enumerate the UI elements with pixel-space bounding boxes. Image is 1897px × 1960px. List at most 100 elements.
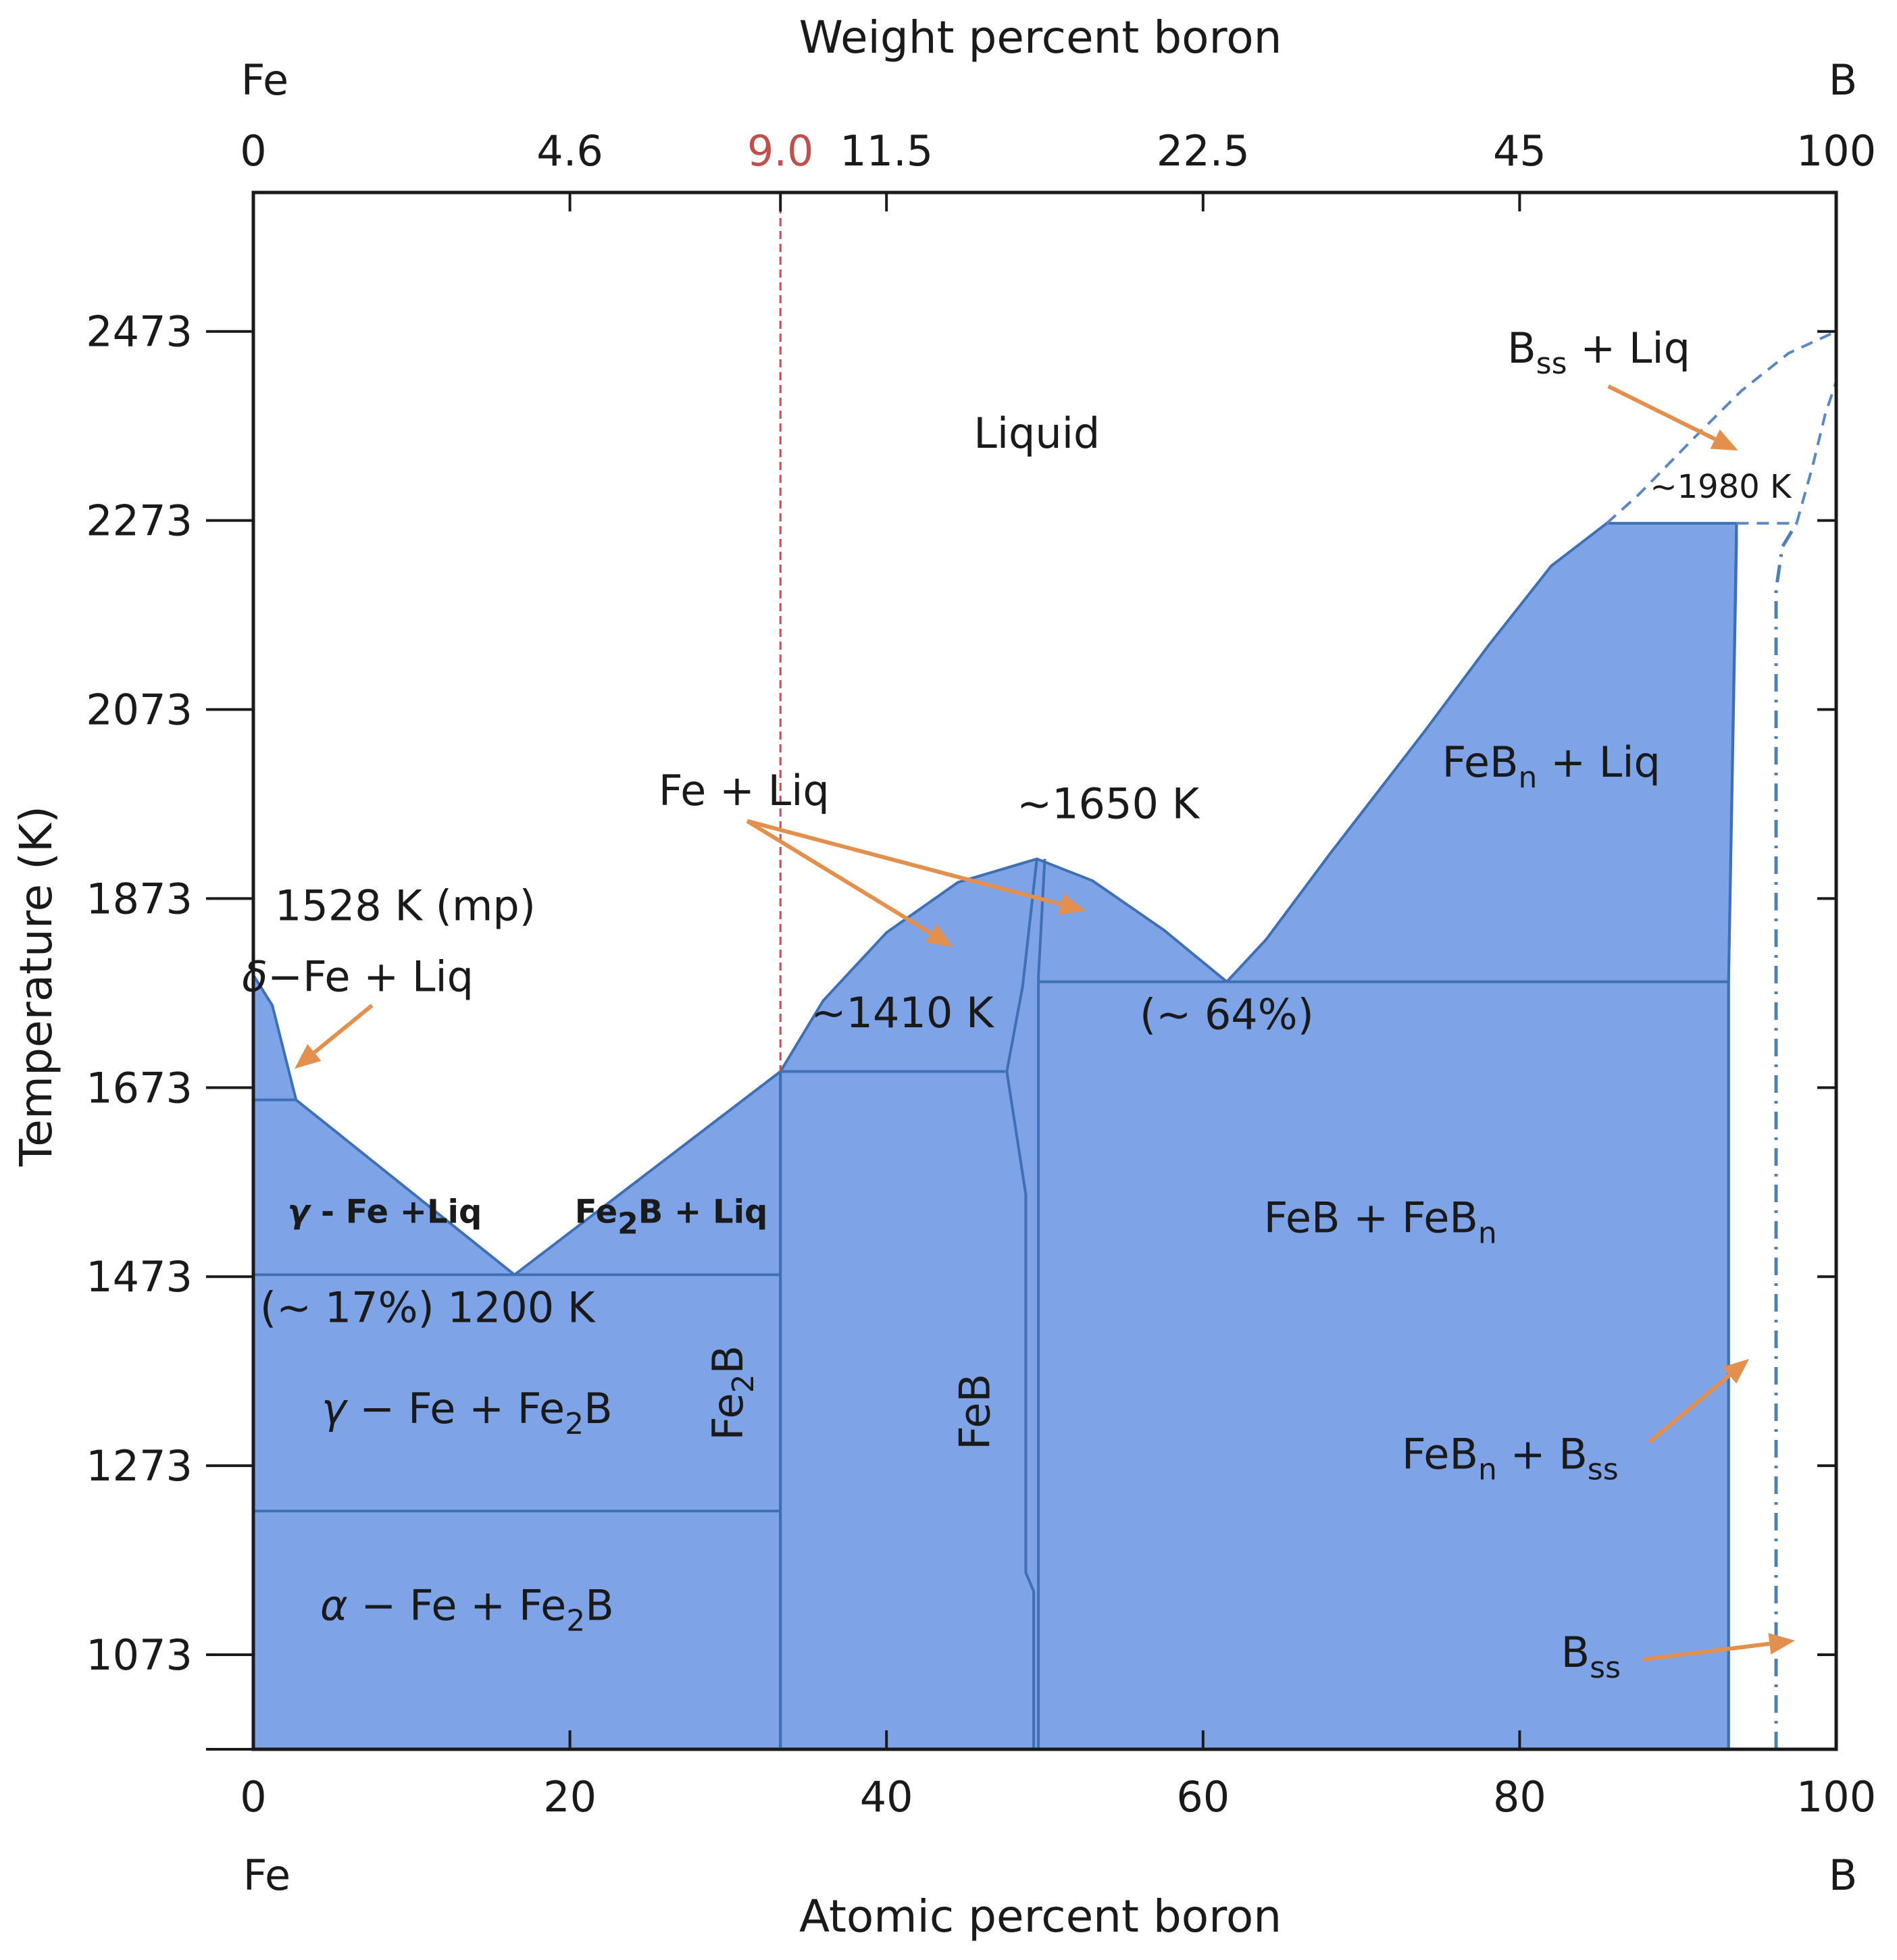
top-left-end-label: Fe xyxy=(241,55,288,105)
annotation-arrow-4 xyxy=(1607,384,1738,451)
plot-frame xyxy=(251,190,1838,1751)
label-feb-text: FeB xyxy=(950,1374,999,1450)
label-feb: FeB xyxy=(950,1374,999,1450)
label-bss_liq: Bss + Liq xyxy=(1507,324,1690,381)
label-liquid: Liquid xyxy=(973,409,1100,458)
top-tick-label-4.6: 4.6 xyxy=(536,126,603,176)
annotation-arrow-2 xyxy=(746,819,953,947)
annotation-arrow-1 xyxy=(294,1004,374,1069)
label-febn_liq-tail: + Liq xyxy=(1537,738,1661,787)
label-alpha_fe2b-text: − Fe + Fe xyxy=(348,1580,567,1630)
top-axis-title: Weight percent boron xyxy=(799,11,1282,63)
bottom-axis-title: Atomic percent boron xyxy=(799,1890,1282,1942)
label-fe2b: Fe2B xyxy=(703,1345,761,1441)
label-febn_liq: FeBn + Liq xyxy=(1442,738,1661,795)
top-tick-label-0: 0 xyxy=(240,126,266,176)
label-fe2b_liq-tail: B + Liq xyxy=(638,1193,768,1231)
label-feb_febn-sub: n xyxy=(1478,1216,1497,1250)
y-tick-label-2473: 2473 xyxy=(86,307,193,357)
y-tick-label-1073: 1073 xyxy=(86,1630,193,1680)
label-t1650: ~1650 K xyxy=(1017,779,1200,828)
top-tick-label-45: 45 xyxy=(1493,126,1546,176)
phase-boundary-6 xyxy=(1005,858,1038,1749)
label-alpha_fe2b: α − Fe + Fe2B xyxy=(320,1580,614,1638)
phase-region-3 xyxy=(779,521,1738,1751)
bottom-tick-label-20: 20 xyxy=(543,1772,597,1822)
label-fe2b_liq: Fe2B + Liq xyxy=(575,1193,768,1241)
y-tick-label-2273: 2273 xyxy=(86,496,193,546)
phase-boundary-8 xyxy=(1727,523,1738,1749)
phase-regions xyxy=(252,521,1738,1751)
annotation-arrows xyxy=(294,384,1796,1662)
dashdot-boundary-1 xyxy=(1774,522,1798,1749)
annotation-arrow-6 xyxy=(1642,1632,1796,1662)
label-gamma_liq: γ - Fe +Liq xyxy=(288,1193,482,1231)
label-fe2b-sub: 2 xyxy=(726,1374,761,1393)
label-liquid-text: Liquid xyxy=(973,409,1100,458)
label-gamma_fe2b: γ − Fe + Fe2B xyxy=(322,1384,613,1441)
y-tick-label-1473: 1473 xyxy=(86,1252,193,1301)
phase-boundaries xyxy=(253,330,1838,1749)
label-t1410-text: ~1410 K xyxy=(811,988,994,1037)
label-gamma_liq-text: - Fe +Liq xyxy=(309,1193,482,1231)
annotation-arrow-5 xyxy=(1648,1359,1750,1444)
label-mp: 1528 K (mp) xyxy=(275,881,536,931)
label-fe2b_liq-sub: 2 xyxy=(617,1206,638,1241)
y-tick-label-1873: 1873 xyxy=(86,874,193,923)
top-tick-label-22.5: 22.5 xyxy=(1157,126,1250,176)
y-tick-label-2073: 2073 xyxy=(86,686,193,735)
bottom-tick-label-0: 0 xyxy=(240,1772,266,1822)
label-febn_bss-sub2: ss xyxy=(1588,1452,1619,1487)
label-delta-text: −Fe + Liq xyxy=(268,952,474,1002)
annotation-arrow-3 xyxy=(747,819,1086,915)
label-t1410: ~1410 K xyxy=(811,988,994,1037)
label-feb_febn-text: FeB + FeB xyxy=(1264,1193,1478,1242)
label-alpha_fe2b-greek: α xyxy=(320,1580,348,1630)
label-t1980-text: ~1980 K xyxy=(1650,468,1792,506)
label-alpha_fe2b-tail: B xyxy=(585,1580,614,1630)
y-tick-label-1673: 1673 xyxy=(86,1063,193,1112)
bottom-tick-label-100: 100 xyxy=(1796,1772,1876,1822)
label-fe_liq-text: Fe + Liq xyxy=(659,766,830,815)
label-bss-text: B xyxy=(1561,1628,1590,1677)
bottom-tick-label-80: 80 xyxy=(1493,1772,1546,1822)
label-febn_bss-sub: n xyxy=(1478,1452,1497,1487)
label-febn_bss-tail: + B xyxy=(1497,1429,1588,1478)
axis-ticks: 0 20 40 60 80 100 0 4.6 9.0 11.5 22.5 45 100 1073 1273… xyxy=(86,126,1876,1822)
label-gamma_liq-greek: γ xyxy=(288,1193,312,1231)
bottom-tick-label-60: 60 xyxy=(1176,1772,1230,1822)
y-tick-label-1273: 1273 xyxy=(86,1441,193,1491)
label-p64-text: (~ 64%) xyxy=(1140,990,1314,1039)
label-p17: (~ 17%) 1200 K xyxy=(260,1283,596,1332)
label-fe_liq: Fe + Liq xyxy=(659,766,830,815)
label-mp-text: 1528 K (mp) xyxy=(275,881,536,931)
label-febn_bss-text: FeB xyxy=(1402,1429,1478,1478)
label-fe2b-text: Fe xyxy=(703,1393,753,1440)
label-bss-sub: ss xyxy=(1590,1651,1621,1685)
y-axis-title: Temperature (K) xyxy=(10,806,62,1167)
label-febn_liq-sub: n xyxy=(1519,760,1538,795)
label-bss: Bss xyxy=(1561,1628,1621,1685)
bottom-right-end-label: B xyxy=(1829,1851,1858,1900)
label-p64: (~ 64%) xyxy=(1140,990,1314,1039)
dashed-boundary-3 xyxy=(1795,381,1838,524)
label-delta: δ−Fe + Liq xyxy=(242,952,474,1002)
label-bss_liq-tail: + Liq xyxy=(1567,324,1691,373)
label-febn_bss: FeBn + Bss xyxy=(1402,1429,1619,1487)
bottom-tick-label-40: 40 xyxy=(860,1772,913,1822)
top-tick-label-100: 100 xyxy=(1796,126,1876,176)
top-right-end-label: B xyxy=(1829,55,1858,105)
label-feb_febn: FeB + FeBn xyxy=(1264,1193,1497,1250)
label-t1980: ~1980 K xyxy=(1650,468,1792,506)
label-gamma_fe2b-sub: 2 xyxy=(565,1407,584,1441)
label-delta-greek: δ xyxy=(242,952,268,1002)
label-alpha_fe2b-sub: 2 xyxy=(566,1603,585,1638)
label-p17-text: (~ 17%) 1200 K xyxy=(260,1283,596,1332)
label-gamma_fe2b-tail: B xyxy=(584,1384,613,1433)
label-fe2b_liq-text: Fe xyxy=(575,1193,617,1231)
label-febn_liq-text: FeB xyxy=(1442,738,1519,787)
label-gamma_fe2b-text: − Fe + Fe xyxy=(347,1384,565,1433)
label-bss_liq-sub: ss xyxy=(1536,346,1567,381)
